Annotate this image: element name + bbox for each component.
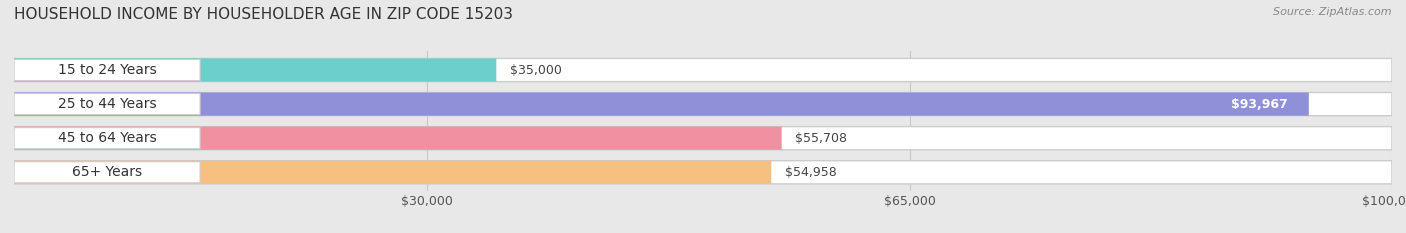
Text: 65+ Years: 65+ Years	[72, 165, 142, 179]
Text: HOUSEHOLD INCOME BY HOUSEHOLDER AGE IN ZIP CODE 15203: HOUSEHOLD INCOME BY HOUSEHOLDER AGE IN Z…	[14, 7, 513, 22]
FancyBboxPatch shape	[14, 59, 200, 81]
Text: $54,958: $54,958	[785, 166, 837, 179]
FancyBboxPatch shape	[14, 93, 200, 115]
Text: 25 to 44 Years: 25 to 44 Years	[58, 97, 156, 111]
FancyBboxPatch shape	[14, 93, 1309, 116]
FancyBboxPatch shape	[14, 127, 1392, 150]
FancyBboxPatch shape	[14, 127, 782, 150]
Text: 45 to 64 Years: 45 to 64 Years	[58, 131, 156, 145]
FancyBboxPatch shape	[14, 161, 772, 184]
Text: 15 to 24 Years: 15 to 24 Years	[58, 63, 156, 77]
FancyBboxPatch shape	[14, 58, 496, 82]
FancyBboxPatch shape	[14, 162, 200, 183]
Text: $93,967: $93,967	[1232, 98, 1288, 111]
FancyBboxPatch shape	[14, 128, 200, 149]
Text: Source: ZipAtlas.com: Source: ZipAtlas.com	[1274, 7, 1392, 17]
Text: $55,708: $55,708	[796, 132, 848, 145]
FancyBboxPatch shape	[14, 58, 1392, 82]
FancyBboxPatch shape	[14, 93, 1392, 116]
Text: $35,000: $35,000	[510, 64, 562, 76]
FancyBboxPatch shape	[14, 161, 1392, 184]
